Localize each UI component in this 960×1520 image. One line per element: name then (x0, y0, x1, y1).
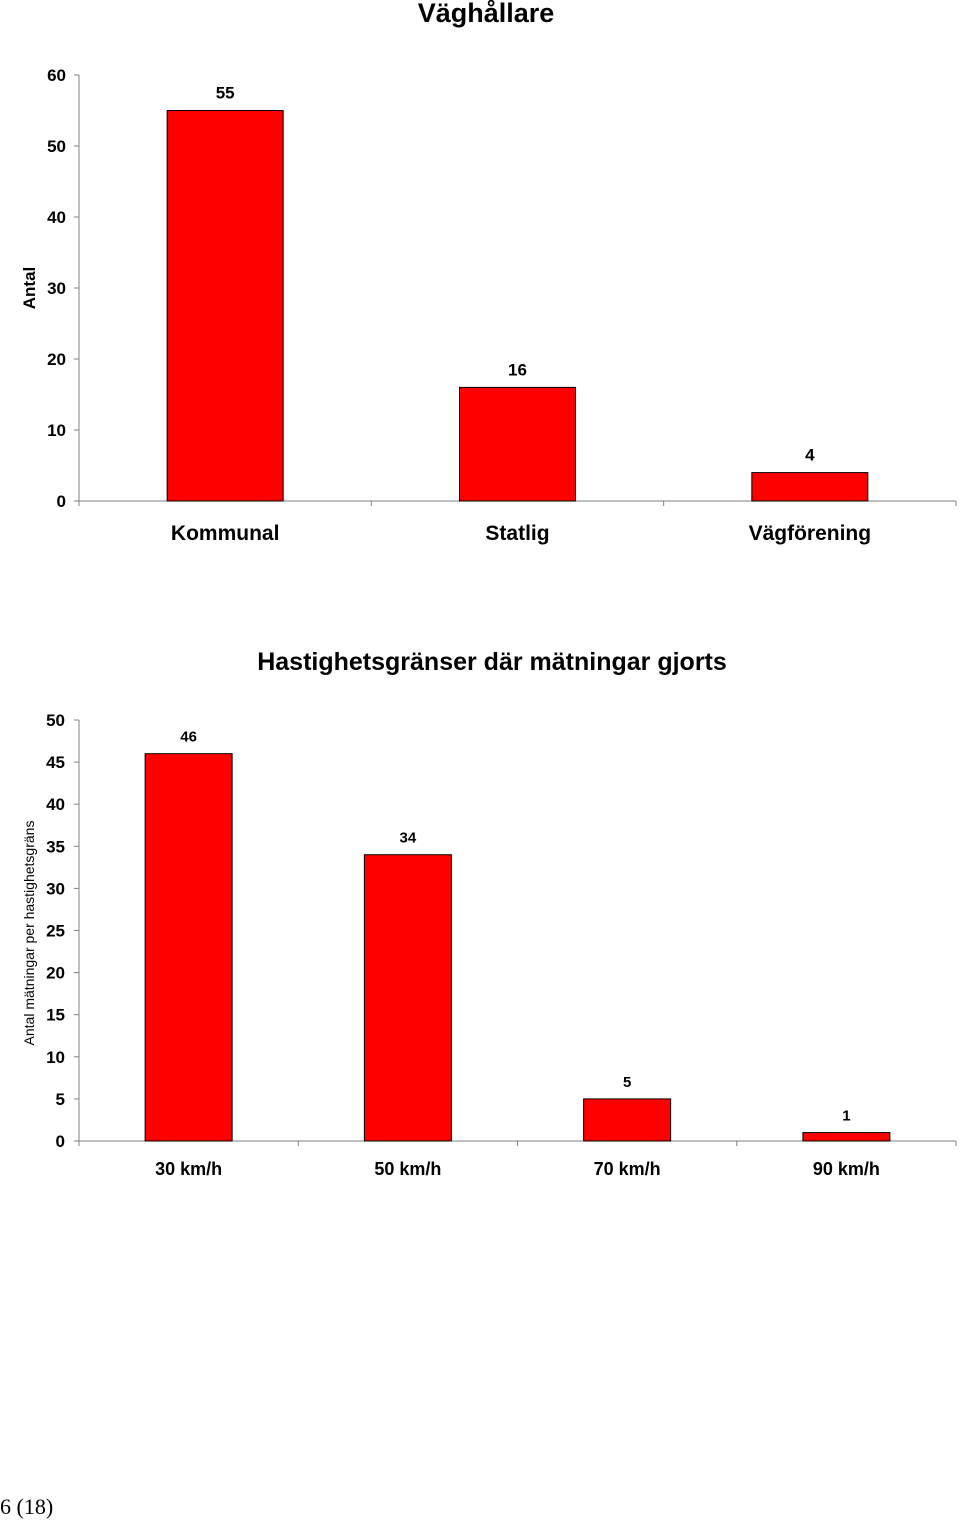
bar (144, 753, 233, 1142)
y-tick-label: 40 (47, 208, 66, 227)
bar (363, 854, 452, 1142)
y-axis-label: Antal (20, 267, 39, 310)
page-number: 6 (18) (0, 1494, 53, 1519)
x-category-label: 50 km/h (374, 1159, 441, 1179)
chart-vaghallare: Väghållare Antal 0 10 20 30 40 50 60 55 Kommunal 16… (20, 0, 957, 545)
bar (459, 386, 576, 502)
y-tick-label: 50 (47, 137, 66, 156)
y-tick-label: 15 (46, 1006, 65, 1025)
bar (802, 1132, 891, 1142)
chart-title: Hastighetsgränser där mätningar gjorts (257, 648, 727, 676)
data-label: 16 (508, 360, 527, 379)
y-tick-label: 50 (46, 711, 65, 730)
y-tick-label: 45 (46, 753, 65, 772)
y-tick-label: 0 (56, 1132, 65, 1151)
y-tick-label: 60 (47, 66, 66, 85)
y-tick-label: 30 (47, 279, 66, 298)
y-tick-label: 0 (57, 492, 66, 511)
chart-hastighetsgranser: Hastighetsgränser där mätningar gjorts An… (21, 648, 957, 1179)
y-axis-label: Antal mätningar per hastighetsgräns (21, 821, 37, 1046)
y-tick-label: 5 (56, 1090, 65, 1109)
y-tick-label: 20 (46, 964, 65, 983)
x-category-label: 70 km/h (594, 1159, 661, 1179)
y-tick-label: 25 (46, 922, 65, 941)
data-label: 1 (842, 1108, 850, 1125)
x-category-label: 90 km/h (813, 1159, 880, 1179)
y-tick-label: 40 (46, 795, 65, 814)
x-category-label: Kommunal (171, 522, 280, 545)
bar (751, 472, 869, 502)
y-tick-label: 20 (47, 350, 66, 369)
data-label: 5 (623, 1074, 631, 1091)
data-label: 34 (400, 830, 417, 847)
x-category-label: Vägförening (749, 522, 872, 545)
y-tick-label: 10 (46, 1048, 65, 1067)
chart-title: Väghållare (418, 0, 555, 28)
y-tick-label: 30 (46, 879, 65, 898)
bar (583, 1098, 672, 1142)
bar (166, 110, 284, 502)
x-category-label: Statlig (485, 522, 549, 545)
data-label: 55 (216, 84, 235, 103)
x-category-label: 30 km/h (155, 1159, 222, 1179)
y-tick-label: 35 (46, 837, 65, 856)
data-label: 4 (805, 446, 815, 465)
y-tick-label: 10 (47, 421, 66, 440)
data-label: 46 (180, 729, 197, 746)
